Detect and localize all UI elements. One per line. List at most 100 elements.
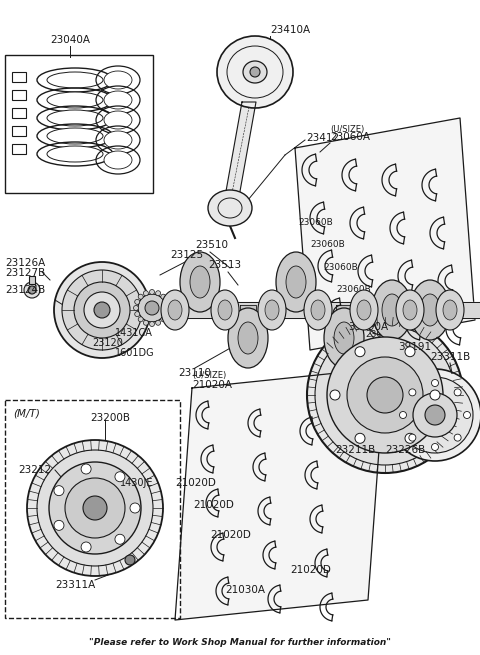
Ellipse shape bbox=[443, 300, 457, 320]
Ellipse shape bbox=[397, 377, 473, 453]
Ellipse shape bbox=[161, 294, 166, 299]
Text: 23513: 23513 bbox=[208, 260, 241, 270]
Text: 23510: 23510 bbox=[195, 240, 228, 250]
Ellipse shape bbox=[367, 377, 403, 413]
Ellipse shape bbox=[311, 300, 325, 320]
Text: 23060B: 23060B bbox=[350, 308, 385, 317]
Text: 23412: 23412 bbox=[306, 133, 339, 143]
Text: 23311B: 23311B bbox=[430, 352, 470, 362]
Text: 23125: 23125 bbox=[170, 250, 203, 260]
Ellipse shape bbox=[47, 128, 103, 144]
Ellipse shape bbox=[94, 302, 110, 318]
Ellipse shape bbox=[62, 270, 142, 350]
Ellipse shape bbox=[81, 542, 91, 552]
Ellipse shape bbox=[125, 555, 135, 565]
Ellipse shape bbox=[389, 369, 480, 461]
Text: 21020A: 21020A bbox=[192, 380, 232, 390]
Bar bbox=[12, 144, 26, 154]
Ellipse shape bbox=[164, 299, 169, 305]
Polygon shape bbox=[175, 368, 385, 620]
Ellipse shape bbox=[138, 294, 143, 299]
Text: 23040A: 23040A bbox=[50, 35, 90, 45]
Text: 21020D: 21020D bbox=[193, 500, 234, 510]
Polygon shape bbox=[288, 282, 304, 305]
Ellipse shape bbox=[138, 317, 143, 322]
Ellipse shape bbox=[104, 91, 132, 109]
Text: 23311A: 23311A bbox=[55, 580, 95, 590]
Ellipse shape bbox=[228, 308, 268, 368]
Ellipse shape bbox=[144, 320, 148, 326]
Text: 23060A: 23060A bbox=[330, 132, 370, 142]
Ellipse shape bbox=[355, 434, 365, 443]
Ellipse shape bbox=[436, 290, 464, 330]
Ellipse shape bbox=[432, 379, 439, 386]
Ellipse shape bbox=[430, 390, 440, 400]
Polygon shape bbox=[422, 305, 438, 310]
Text: 23060B: 23060B bbox=[310, 240, 345, 249]
Ellipse shape bbox=[115, 534, 125, 544]
Ellipse shape bbox=[65, 478, 125, 538]
Text: 23060B: 23060B bbox=[298, 218, 333, 227]
Ellipse shape bbox=[355, 346, 365, 357]
Polygon shape bbox=[240, 305, 256, 338]
Ellipse shape bbox=[47, 146, 103, 162]
Ellipse shape bbox=[135, 299, 140, 305]
Ellipse shape bbox=[304, 290, 332, 330]
Polygon shape bbox=[223, 102, 256, 208]
Text: 23060B: 23060B bbox=[323, 263, 358, 272]
Ellipse shape bbox=[104, 71, 132, 89]
Text: 23126A: 23126A bbox=[5, 258, 45, 268]
Ellipse shape bbox=[250, 67, 260, 77]
Ellipse shape bbox=[180, 252, 220, 312]
Ellipse shape bbox=[405, 346, 415, 357]
Ellipse shape bbox=[24, 282, 40, 298]
Text: 23110: 23110 bbox=[179, 368, 212, 378]
Ellipse shape bbox=[425, 405, 445, 425]
Ellipse shape bbox=[324, 308, 364, 368]
Ellipse shape bbox=[144, 291, 148, 295]
Ellipse shape bbox=[145, 301, 159, 315]
Ellipse shape bbox=[454, 389, 461, 396]
Polygon shape bbox=[155, 302, 480, 318]
Ellipse shape bbox=[217, 36, 293, 108]
Ellipse shape bbox=[130, 503, 140, 513]
Ellipse shape bbox=[161, 290, 189, 330]
Ellipse shape bbox=[149, 290, 155, 295]
Ellipse shape bbox=[54, 520, 64, 531]
Ellipse shape bbox=[238, 322, 258, 354]
Ellipse shape bbox=[49, 462, 141, 554]
Text: 39191: 39191 bbox=[398, 342, 431, 352]
Text: 23060B: 23060B bbox=[336, 285, 371, 294]
Text: 23124B: 23124B bbox=[5, 285, 45, 295]
Bar bbox=[29, 276, 35, 284]
Ellipse shape bbox=[330, 390, 340, 400]
Ellipse shape bbox=[454, 434, 461, 441]
Ellipse shape bbox=[405, 434, 415, 443]
Ellipse shape bbox=[403, 300, 417, 320]
Ellipse shape bbox=[276, 252, 316, 312]
Ellipse shape bbox=[265, 300, 279, 320]
Ellipse shape bbox=[258, 290, 286, 330]
Ellipse shape bbox=[334, 322, 354, 354]
Bar bbox=[12, 126, 26, 136]
Ellipse shape bbox=[156, 320, 161, 326]
Ellipse shape bbox=[410, 280, 450, 340]
Ellipse shape bbox=[74, 282, 130, 338]
Text: 23410A: 23410A bbox=[270, 25, 310, 35]
Bar bbox=[5, 400, 180, 618]
Ellipse shape bbox=[27, 440, 163, 576]
Ellipse shape bbox=[243, 61, 267, 83]
Ellipse shape bbox=[54, 262, 150, 358]
Text: 23127B: 23127B bbox=[5, 268, 45, 278]
Ellipse shape bbox=[83, 496, 107, 520]
Bar bbox=[12, 72, 26, 82]
Text: 21020D: 21020D bbox=[210, 530, 251, 540]
Ellipse shape bbox=[164, 312, 169, 316]
Ellipse shape bbox=[409, 389, 416, 396]
Ellipse shape bbox=[166, 305, 170, 310]
Ellipse shape bbox=[104, 111, 132, 129]
Ellipse shape bbox=[382, 294, 402, 326]
Ellipse shape bbox=[133, 305, 139, 310]
Text: (U/SIZE): (U/SIZE) bbox=[330, 125, 364, 134]
Polygon shape bbox=[295, 118, 475, 350]
